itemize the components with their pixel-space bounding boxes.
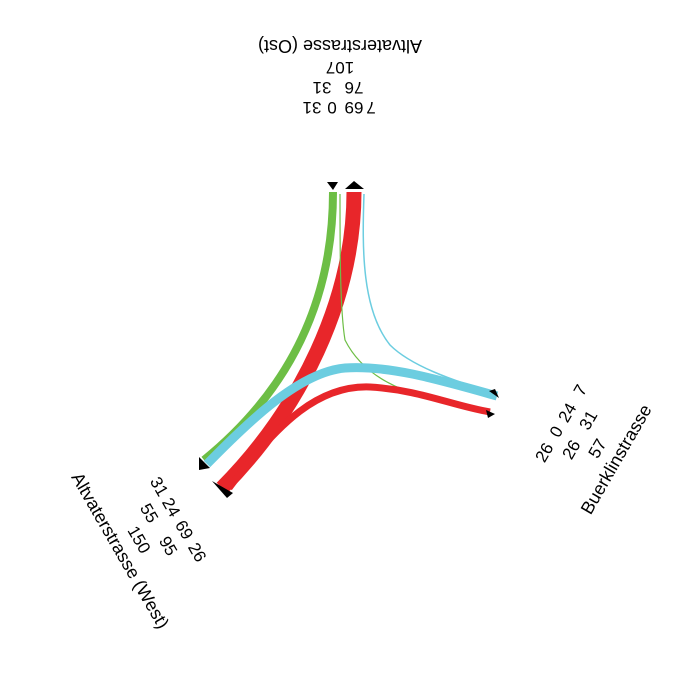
buerklin-row3-d: 26 (531, 440, 557, 466)
ost-row3-b: 69 (345, 98, 364, 117)
flow-west-to-buerklin (226, 383, 491, 491)
west-row3-a: 31 (146, 474, 172, 500)
flow-west-to-ost (201, 191, 337, 464)
arrow-marker-west-in (199, 457, 210, 470)
flow-ost-to-buerklin (362, 193, 496, 394)
west-row2-b: 95 (155, 533, 181, 559)
arrow-marker-ost-in (327, 182, 338, 190)
buerklin-row2-b: 26 (559, 437, 585, 463)
west-row3-d: 26 (184, 539, 210, 565)
buerklin-row3-c: 0 (546, 423, 567, 441)
buerklin-row2-a: 31 (576, 407, 602, 433)
ost-row3-d: 31 (303, 98, 322, 117)
flow-ribbons (201, 191, 499, 494)
ost-row2-a: 76 (345, 78, 364, 97)
arrow-marker-buerklin-in (489, 389, 499, 398)
arrow-marker-buerklin-out (486, 410, 495, 418)
arm-name-ost: Altvaterstrasse (Ost) (258, 36, 422, 56)
ost-row2-b: 31 (313, 78, 332, 97)
flow-buerklin-to-west (203, 363, 499, 468)
ost-row3-c: 0 (327, 98, 336, 117)
direction-markers (199, 181, 499, 498)
ost-row3-a: 7 (366, 98, 375, 117)
label-group-buerklin: 7 24 0 26 31 26 57 Buerklinstrasse (531, 381, 655, 517)
arm-total-ost: 107 (326, 58, 354, 77)
label-group-ost: Altvaterstrasse (Ost) 107 76 31 7 69 0 3… (258, 36, 422, 117)
buerklin-row3-a: 7 (570, 381, 591, 399)
arrow-marker-ost-out (345, 181, 364, 189)
arrow-marker-west-out (212, 481, 233, 498)
